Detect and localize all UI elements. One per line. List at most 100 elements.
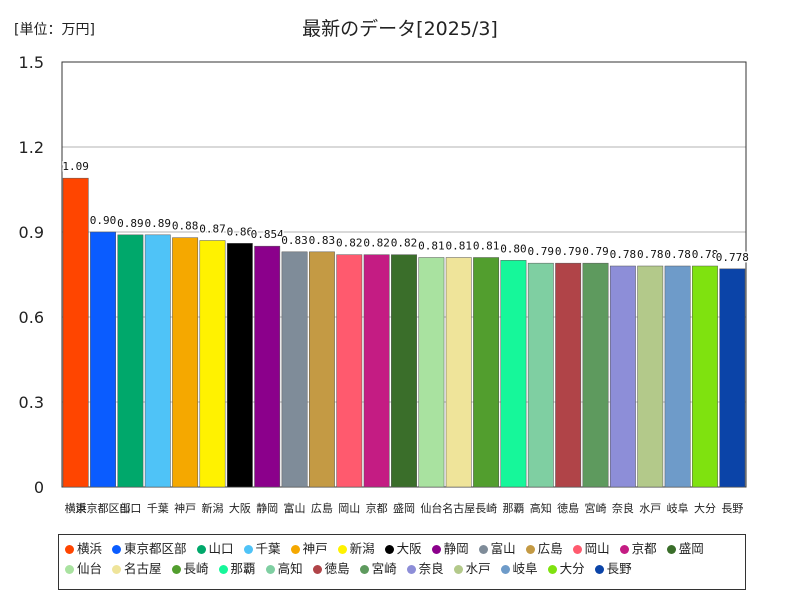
x-tick-label: 奈良 <box>612 501 634 515</box>
x-tick-label: 長野 <box>721 502 743 515</box>
legend-item: 横浜 <box>65 539 102 559</box>
bar <box>117 234 144 488</box>
x-tick-label: 名古屋 <box>442 501 475 515</box>
value-label: 0.778 <box>716 251 749 264</box>
legend-label: 徳島 <box>324 561 350 576</box>
value-label: 0.81 <box>445 240 472 253</box>
bars <box>62 177 746 488</box>
legend-item: 岐阜 <box>500 559 538 579</box>
bar <box>172 237 199 488</box>
legend-label: 長野 <box>606 561 632 576</box>
x-tick-label: 那覇 <box>502 502 524 515</box>
bar <box>527 262 554 488</box>
x-tick-label: 仙台 <box>420 501 442 515</box>
legend-label: 那覇 <box>230 561 256 576</box>
bar <box>62 177 89 488</box>
value-label: 0.81 <box>418 240 445 253</box>
legend-swatch <box>112 544 122 554</box>
y-tick-label: 0.3 <box>19 393 44 412</box>
value-label: 0.90 <box>90 214 117 227</box>
legend-item: 長崎 <box>171 559 209 579</box>
bar <box>664 265 691 488</box>
legend-label: 新潟 <box>349 541 375 556</box>
legend-item: 静岡 <box>431 539 469 559</box>
bar <box>308 251 335 488</box>
bar <box>500 260 527 488</box>
legend-label: 山口 <box>208 541 234 556</box>
x-tick-label: 横浜 <box>65 501 87 515</box>
y-tick-label: 1.2 <box>19 138 44 157</box>
value-label: 0.87 <box>199 223 226 236</box>
x-tick-label: 京都 <box>366 501 388 515</box>
x-tick-label: 大阪 <box>229 501 251 515</box>
x-tick-label: 岐阜 <box>667 502 689 515</box>
value-label: 0.854 <box>251 228 284 241</box>
bar <box>445 257 472 488</box>
value-label: 0.82 <box>363 237 390 250</box>
bar <box>226 243 253 488</box>
legend-item: 名古屋 <box>112 559 162 579</box>
legend-swatch <box>196 544 206 554</box>
legend-swatch <box>453 564 463 574</box>
legend-item: 神戸 <box>290 539 328 559</box>
value-label: 0.78 <box>692 248 719 261</box>
x-tick-label: 静岡 <box>256 501 278 515</box>
bar <box>391 254 417 488</box>
bar <box>254 245 281 488</box>
bar <box>281 251 308 488</box>
legend-swatch <box>218 564 228 574</box>
y-tick-label: 0.6 <box>19 308 44 327</box>
value-label: 0.80 <box>500 242 527 255</box>
x-tick-label: 山口 <box>119 502 141 515</box>
value-label: 0.86 <box>227 225 254 238</box>
value-label: 0.82 <box>391 237 418 250</box>
x-tick-label: 富山 <box>284 501 306 515</box>
legend-label: 岐阜 <box>512 561 538 576</box>
x-tick-label: 徳島 <box>557 501 579 515</box>
x-tick-label: 神戸 <box>174 501 196 515</box>
value-label: 0.83 <box>281 234 308 247</box>
y-tick-label: 0.9 <box>19 223 44 242</box>
value-label: 0.79 <box>582 245 609 258</box>
bar <box>692 265 718 488</box>
legend-item: 東京都区部 <box>112 539 187 559</box>
legend-swatch <box>112 564 122 574</box>
legend-label: 宮崎 <box>371 561 397 576</box>
legend-label: 千葉 <box>255 541 281 556</box>
legend-label: 静岡 <box>443 541 469 556</box>
x-tick-label: 長崎 <box>475 501 497 515</box>
legend-label: 大分 <box>559 561 585 576</box>
legend-swatch <box>594 564 604 574</box>
legend-item: 新潟 <box>337 539 375 559</box>
legend-item: 広島 <box>525 539 563 559</box>
legend-swatch <box>243 544 253 554</box>
x-tick-label: 宮崎 <box>585 501 607 515</box>
value-label: 0.81 <box>473 240 500 253</box>
legend-item: 徳島 <box>312 559 350 579</box>
value-label: 0.78 <box>664 248 691 261</box>
x-tick-label: 千葉 <box>147 501 169 515</box>
legend-swatch <box>572 544 582 554</box>
legend-item: 奈良 <box>406 559 444 579</box>
x-tick-label: 盛岡 <box>393 501 415 515</box>
legend-swatch <box>312 564 322 574</box>
x-tick-label: 岡山 <box>338 502 360 515</box>
legend-item: 京都 <box>619 539 657 559</box>
bar <box>719 268 746 488</box>
legend-swatch <box>171 564 181 574</box>
bar <box>144 234 171 488</box>
x-tick-label: 大分 <box>694 501 716 515</box>
legend-item: 宮崎 <box>359 559 397 579</box>
legend-label: 神戸 <box>302 541 328 556</box>
value-label: 0.82 <box>336 237 363 250</box>
legend-item: 那覇 <box>218 559 256 579</box>
legend-label: 東京都区部 <box>124 541 187 556</box>
legend-item: 高知 <box>265 559 303 579</box>
legend-label: 長崎 <box>183 561 209 576</box>
bar <box>637 265 664 488</box>
legend-label: 高知 <box>277 561 303 576</box>
value-label: 0.83 <box>309 234 336 247</box>
value-label: 1.09 <box>62 160 89 173</box>
legend-label: 水戸 <box>465 561 491 576</box>
